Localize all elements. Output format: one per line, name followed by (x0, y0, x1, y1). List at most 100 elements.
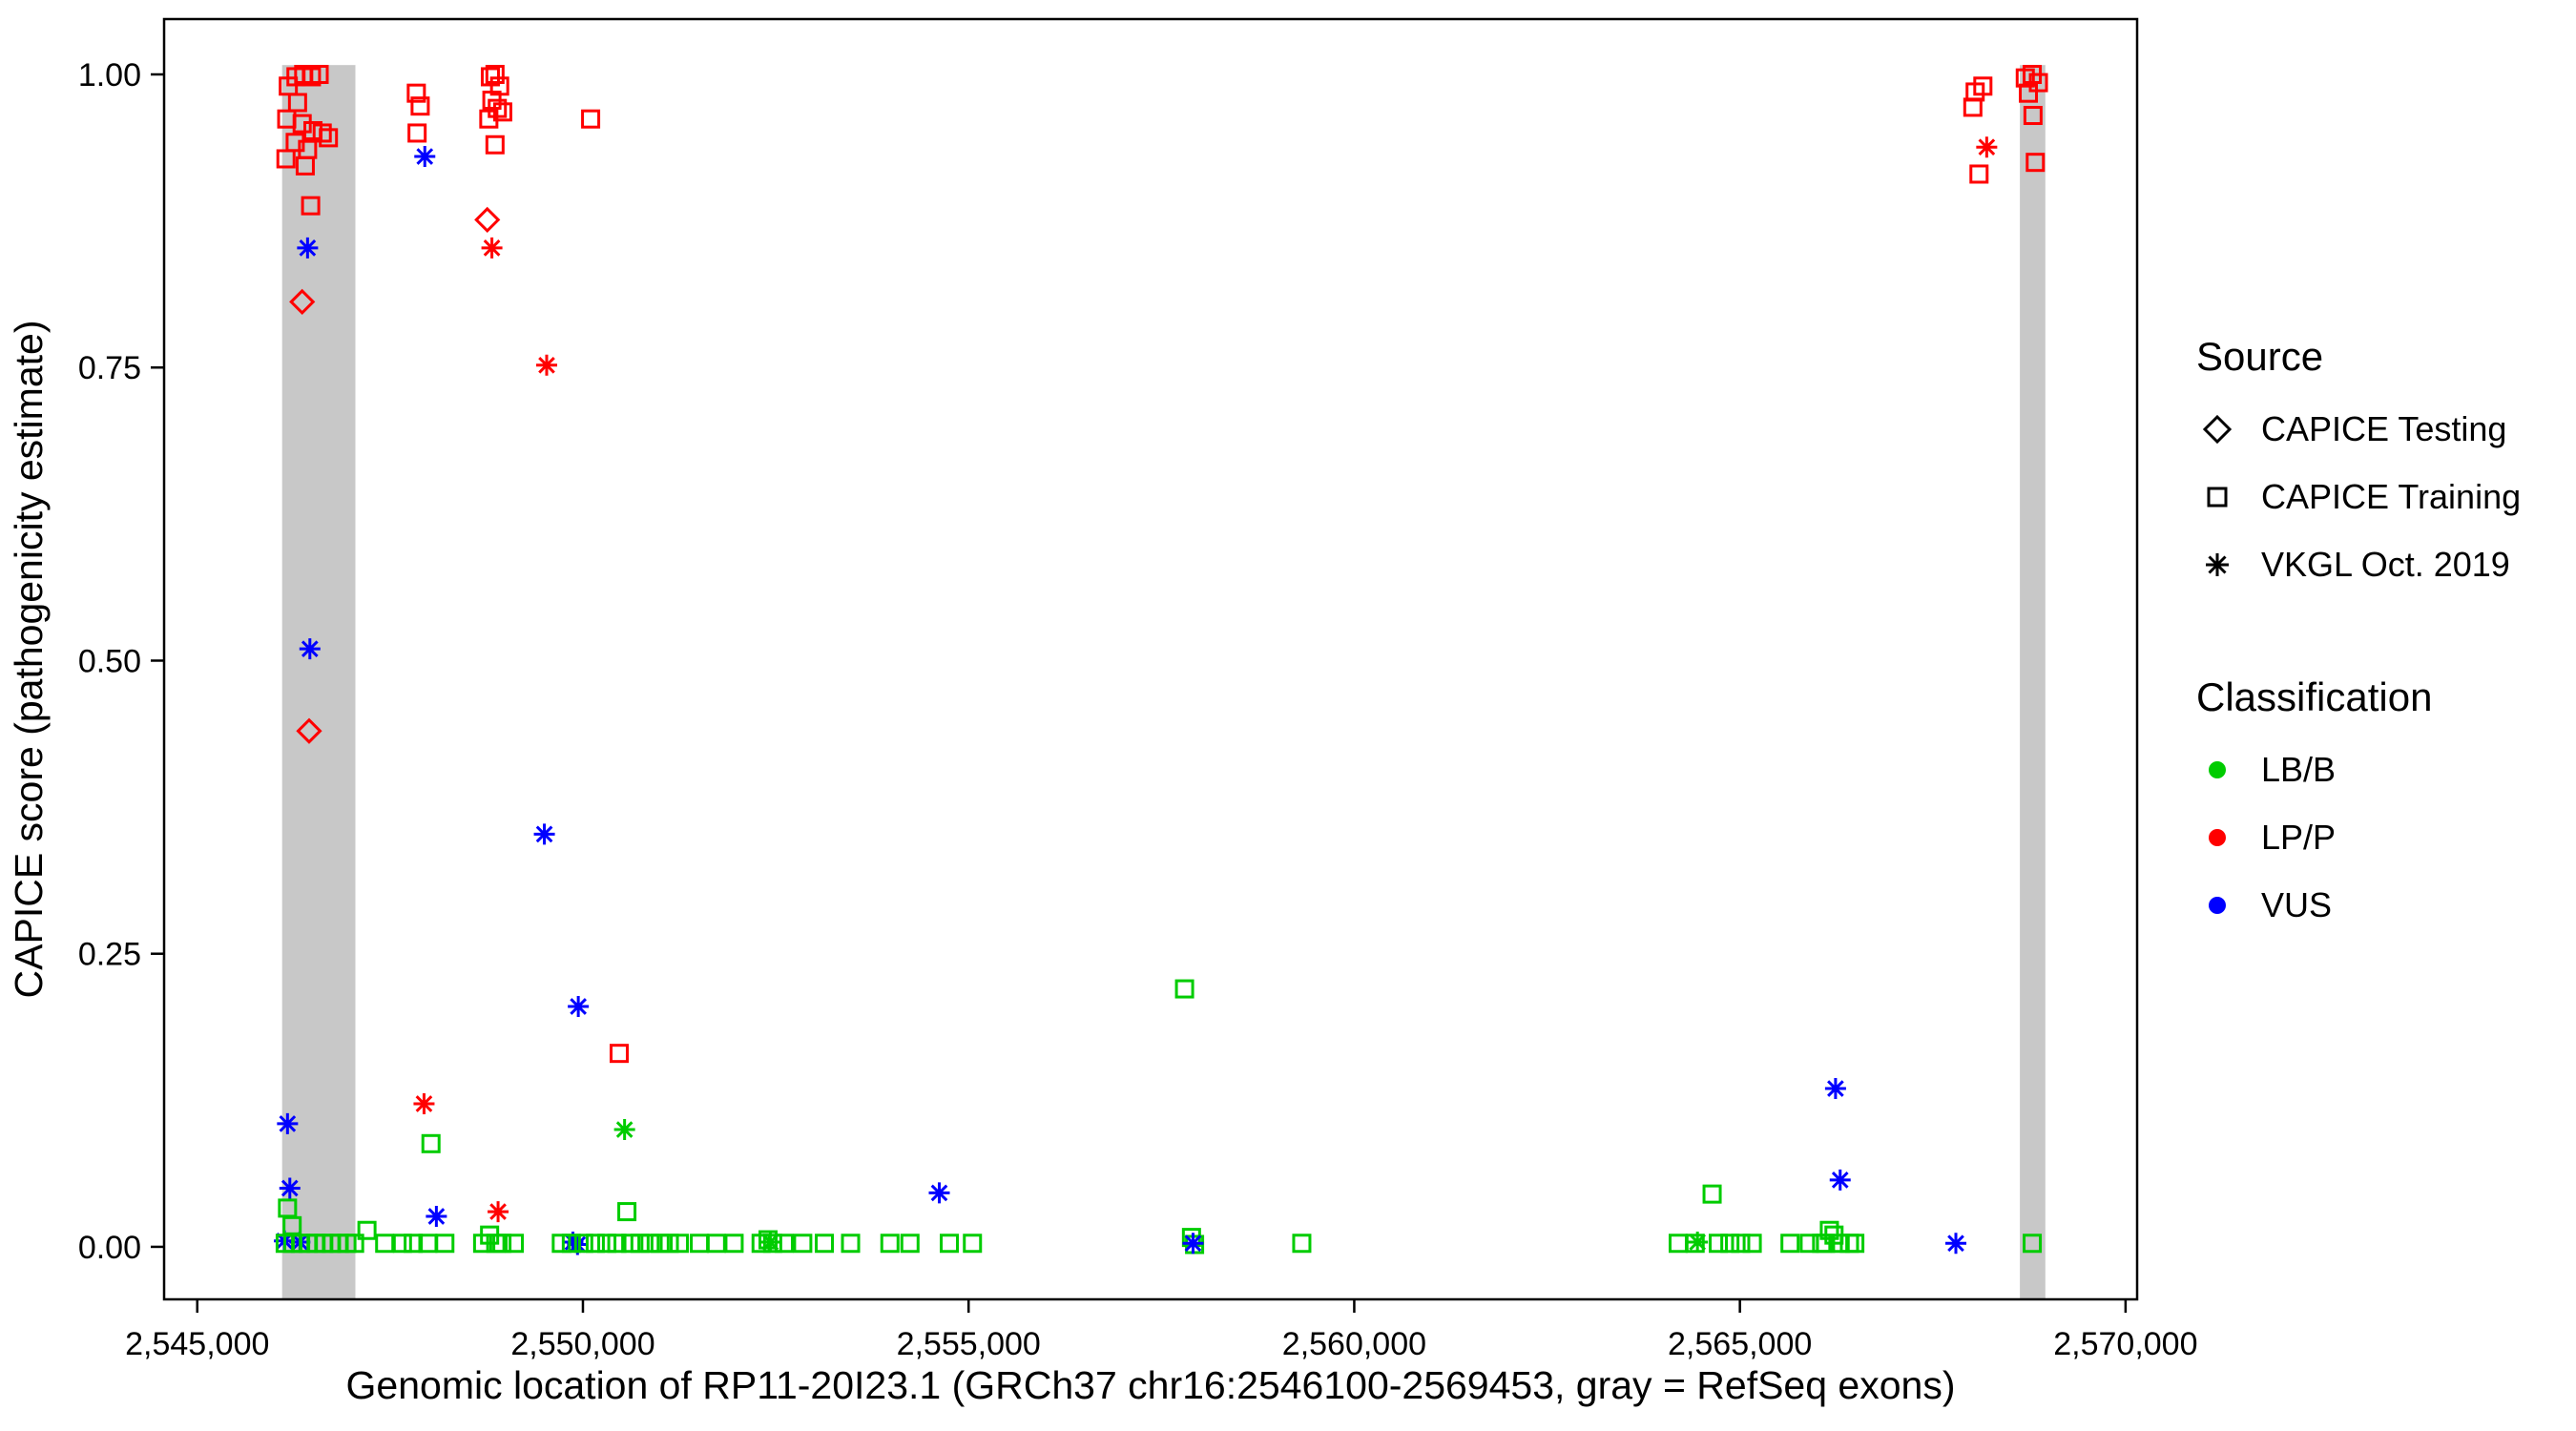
legend-panel: Source CAPICE Testing CAPICE Training VK… (2196, 334, 2521, 939)
data-point-asterisk (928, 1182, 950, 1204)
data-point-square (706, 1234, 726, 1254)
data-point-square (295, 156, 315, 176)
data-point-square (551, 1234, 571, 1254)
data-point-square (2023, 1234, 2043, 1254)
data-point-square (900, 1234, 920, 1254)
data-point-diamond (474, 206, 501, 234)
y-axis-ticks: 0.00 0.25 0.50 0.75 1.00 (78, 57, 164, 1266)
y-tick-label: 0.00 (78, 1230, 141, 1266)
data-point-square (573, 1234, 593, 1254)
square-icon (2207, 487, 2228, 507)
data-point-square (597, 1234, 617, 1254)
data-point-square (1816, 1234, 1836, 1254)
data-point-asterisk (1824, 1078, 1846, 1100)
data-point-square (276, 149, 296, 169)
x-tick-label: 2,550,000 (510, 1326, 654, 1362)
data-point-square (1709, 1234, 1729, 1254)
data-point-square (617, 1202, 637, 1222)
data-point-square (485, 65, 505, 85)
legend-label-capice-training: CAPICE Training (2261, 476, 2522, 516)
data-point-square (880, 1234, 900, 1254)
data-point-asterisk (613, 1119, 635, 1141)
x-axis-ticks: 2,545,000 2,550,000 2,555,000 2,560,000 2,56… (125, 1299, 2198, 1362)
data-point-asterisk (299, 638, 321, 660)
data-point-asterisk (568, 996, 590, 1018)
data-point-square (609, 1044, 629, 1064)
data-point-square (1731, 1234, 1751, 1254)
data-point-square (410, 96, 430, 116)
data-point-diamond (296, 717, 322, 744)
data-point-square (1292, 1234, 1312, 1254)
legend-item-lpp: LP/P (2196, 803, 2521, 871)
data-point-square (659, 1234, 679, 1254)
data-point-square (1845, 1234, 1865, 1254)
data-point-square (1174, 979, 1195, 999)
data-point-square (963, 1234, 983, 1254)
data-point-square (421, 1133, 441, 1153)
legend-label-lbb: LB/B (2261, 749, 2337, 789)
y-axis-title: CAPICE score (pathogenicity estimate) (7, 321, 51, 999)
data-point-square (301, 196, 321, 216)
diamond-icon (2202, 414, 2233, 444)
legend-label-capice-testing: CAPICE Testing (2261, 408, 2507, 448)
y-tick-label: 1.00 (78, 57, 141, 93)
legend-item-capice-testing: CAPICE Testing (2196, 395, 2521, 463)
x-tick-label: 2,565,000 (1668, 1326, 1812, 1362)
data-point-asterisk (413, 1093, 435, 1115)
data-point-asterisk (1976, 136, 1998, 158)
data-point-square (724, 1234, 744, 1254)
legend-source-title: Source (2196, 334, 2324, 379)
refseq-exon-band (2020, 65, 2046, 1300)
data-point-square (585, 1234, 605, 1254)
panel-border (162, 17, 2139, 1301)
data-point-square (344, 1234, 364, 1254)
data-point-square (1973, 76, 1993, 96)
data-point-asterisk (277, 1112, 299, 1134)
data-point-square (561, 1234, 581, 1254)
data-point-square (793, 1234, 813, 1254)
x-tick-label: 2,560,000 (1282, 1326, 1426, 1362)
data-point-asterisk (1945, 1233, 1967, 1255)
y-tick-label: 0.50 (78, 643, 141, 679)
data-point-square (2028, 73, 2048, 93)
legend-item-lbb: LB/B (2196, 736, 2521, 803)
data-point-asterisk (481, 237, 503, 259)
data-points-layer (274, 65, 2048, 1255)
data-point-square (357, 1220, 377, 1240)
x-axis-title: Genomic location of RP11-20I23.1 (GRCh37… (346, 1363, 1956, 1407)
data-point-square (287, 93, 307, 113)
data-point-square (581, 109, 601, 129)
data-point-asterisk (297, 237, 319, 259)
legend-item-vkgl: VKGL Oct. 2019 (2196, 530, 2521, 598)
asterisk-icon (2206, 552, 2229, 576)
data-point-asterisk (567, 1234, 589, 1255)
data-point-square (1702, 1184, 1722, 1204)
data-point-square (479, 109, 499, 129)
y-tick-label: 0.25 (78, 937, 141, 973)
legend-item-vus: VUS (2196, 871, 2521, 939)
blue-dot-icon (2209, 896, 2226, 914)
green-dot-icon (2209, 760, 2226, 778)
data-point-square (1799, 1234, 1819, 1254)
data-point-square (630, 1234, 650, 1254)
y-tick-label: 0.75 (78, 350, 141, 386)
legend-label-vus: VUS (2261, 884, 2333, 924)
red-dot-icon (2209, 828, 2226, 846)
data-point-square (407, 123, 427, 143)
data-point-asterisk (1182, 1233, 1204, 1255)
data-point-square (312, 123, 332, 143)
data-point-square (2019, 83, 2039, 103)
data-point-square (1780, 1234, 1800, 1254)
data-point-asterisk (535, 354, 557, 376)
data-point-square (392, 1234, 412, 1254)
data-point-square (1819, 1220, 1839, 1240)
data-point-asterisk (759, 1232, 781, 1254)
data-point-square (640, 1234, 660, 1254)
data-point-square (1668, 1234, 1688, 1254)
data-point-asterisk (488, 1201, 509, 1223)
legend-label-lpp: LP/P (2261, 817, 2337, 857)
data-point-square (309, 65, 329, 85)
data-point-square (492, 1234, 512, 1254)
refseq-exon-bands-layer (281, 65, 2046, 1300)
